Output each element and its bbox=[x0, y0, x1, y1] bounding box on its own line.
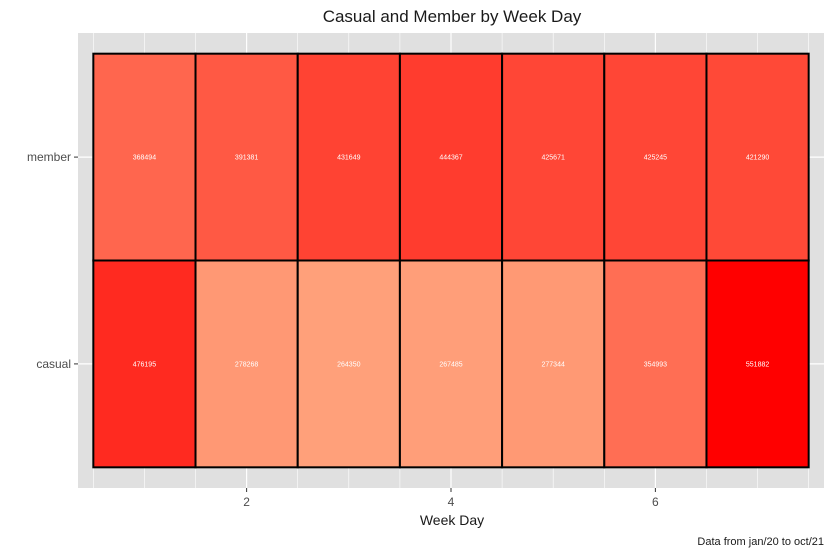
chart-title: Casual and Member by Week Day bbox=[323, 7, 582, 26]
heatmap-cell-member-5 bbox=[501, 52, 606, 262]
heatmap-cell-casual-1 bbox=[92, 259, 197, 469]
axis-ticks: 2 4 6 casual member bbox=[27, 150, 659, 509]
cell-value-label: 551882 bbox=[746, 361, 769, 368]
cell-value-label: 267485 bbox=[439, 361, 462, 368]
cell-value-label: 425245 bbox=[644, 155, 667, 162]
cell-value-label: 425671 bbox=[542, 155, 565, 162]
x-tick-label: 4 bbox=[448, 495, 455, 509]
cell-value-label: 277344 bbox=[542, 361, 565, 368]
heatmap-cell-casual-6 bbox=[603, 259, 708, 469]
heatmap-cell-member-2 bbox=[194, 52, 299, 262]
heatmap-cell-member-1 bbox=[92, 52, 197, 262]
cell-value-label: 368494 bbox=[133, 155, 156, 162]
y-tick-label: member bbox=[27, 150, 71, 164]
cell-value-label: 421290 bbox=[746, 155, 769, 162]
heatmap-cell-member-4 bbox=[398, 52, 504, 262]
x-axis-title: Week Day bbox=[420, 512, 484, 528]
heatmap-cell-casual-2 bbox=[194, 259, 299, 469]
cell-value-label: 264350 bbox=[337, 361, 360, 368]
x-tick-label: 2 bbox=[243, 495, 250, 509]
heatmap-cells: 476195 278268 264350 267485 277344 354993 5518… bbox=[92, 52, 810, 469]
cell-value-label: 431649 bbox=[337, 155, 360, 162]
heatmap-cell-member-7 bbox=[705, 52, 810, 262]
heatmap-cell-member-6 bbox=[603, 52, 708, 262]
heatmap-cell-casual-7 bbox=[705, 259, 810, 469]
cell-value-label: 391381 bbox=[235, 155, 258, 162]
cell-value-label: 354993 bbox=[644, 361, 667, 368]
y-tick-label: casual bbox=[36, 357, 71, 371]
cell-value-label: 444367 bbox=[439, 155, 462, 162]
heatmap-cell-casual-3 bbox=[296, 259, 401, 469]
cell-value-label: 476195 bbox=[133, 361, 156, 368]
heatmap-cell-member-3 bbox=[296, 52, 401, 262]
x-tick-label: 6 bbox=[652, 495, 659, 509]
chart-caption: Data from jan/20 to oct/21 bbox=[697, 536, 824, 548]
cell-value-label: 278268 bbox=[235, 361, 258, 368]
